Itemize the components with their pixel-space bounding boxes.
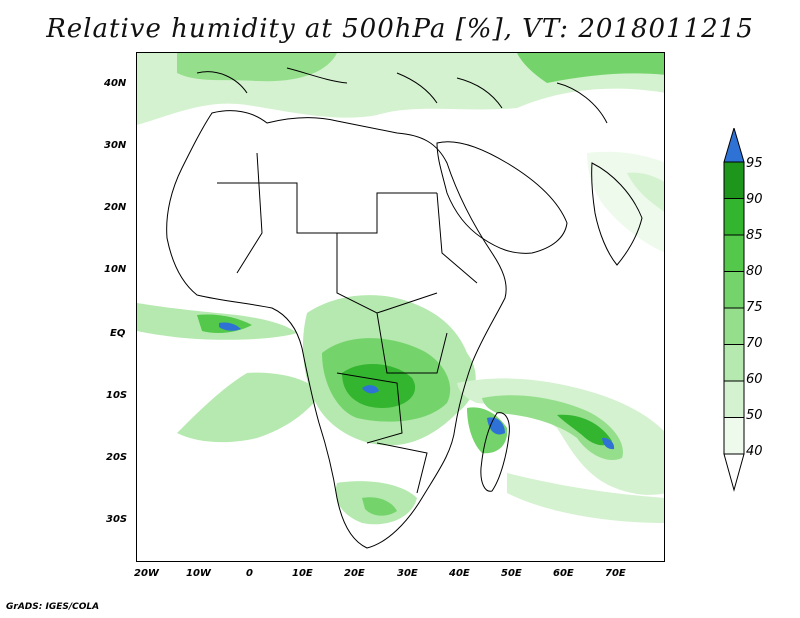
map-canvas — [137, 53, 664, 549]
colorbar-label: 70 — [746, 336, 763, 351]
colorbar-label: 90 — [746, 192, 763, 207]
lat-label: 10S — [106, 390, 128, 401]
colorbar-box — [723, 161, 745, 199]
colorbar-box — [723, 234, 745, 272]
colorbar-label: 95 — [746, 156, 763, 171]
colorbar-box — [723, 380, 745, 418]
lon-label: 50E — [501, 568, 522, 579]
lat-label: 20N — [104, 202, 127, 213]
chart-title: Relative humidity at 500hPa [%], VT: 201… — [46, 14, 754, 44]
footer-credit: GrADS: IGES/COLA — [6, 602, 100, 612]
lon-label: 60E — [553, 568, 574, 579]
lon-label: 20E — [344, 568, 365, 579]
lon-label: 10W — [186, 568, 211, 579]
colorbar-label: 50 — [746, 408, 763, 423]
humidity-field — [137, 53, 664, 525]
colorbar — [723, 128, 745, 492]
colorbar-top-arrow — [723, 128, 745, 163]
lon-label: 20W — [134, 568, 159, 579]
lon-label: 70E — [605, 568, 626, 579]
lat-label: EQ — [110, 328, 126, 339]
lat-label: 30S — [106, 514, 128, 525]
colorbar-box — [723, 271, 745, 309]
colorbar-boxes — [723, 161, 745, 455]
lat-label: 20S — [106, 452, 128, 463]
colorbar-box — [723, 307, 745, 345]
lon-label: 40E — [449, 568, 470, 579]
lon-label: 10E — [292, 568, 313, 579]
colorbar-label: 80 — [746, 264, 763, 279]
lat-label: 30N — [104, 140, 127, 151]
map-panel — [136, 52, 665, 562]
lat-label: 40N — [104, 78, 127, 89]
colorbar-bottom-arrow — [723, 453, 745, 492]
colorbar-label: 75 — [746, 300, 763, 315]
colorbar-label: 85 — [746, 228, 763, 243]
lon-label: 30E — [397, 568, 418, 579]
colorbar-label: 40 — [746, 444, 763, 459]
colorbar-label: 60 — [746, 372, 763, 387]
colorbar-box — [723, 198, 745, 236]
lat-label: 10N — [104, 264, 127, 275]
lon-label: 0 — [246, 568, 253, 579]
colorbar-box — [723, 344, 745, 382]
coastlines — [166, 67, 643, 549]
colorbar-box — [723, 417, 745, 455]
